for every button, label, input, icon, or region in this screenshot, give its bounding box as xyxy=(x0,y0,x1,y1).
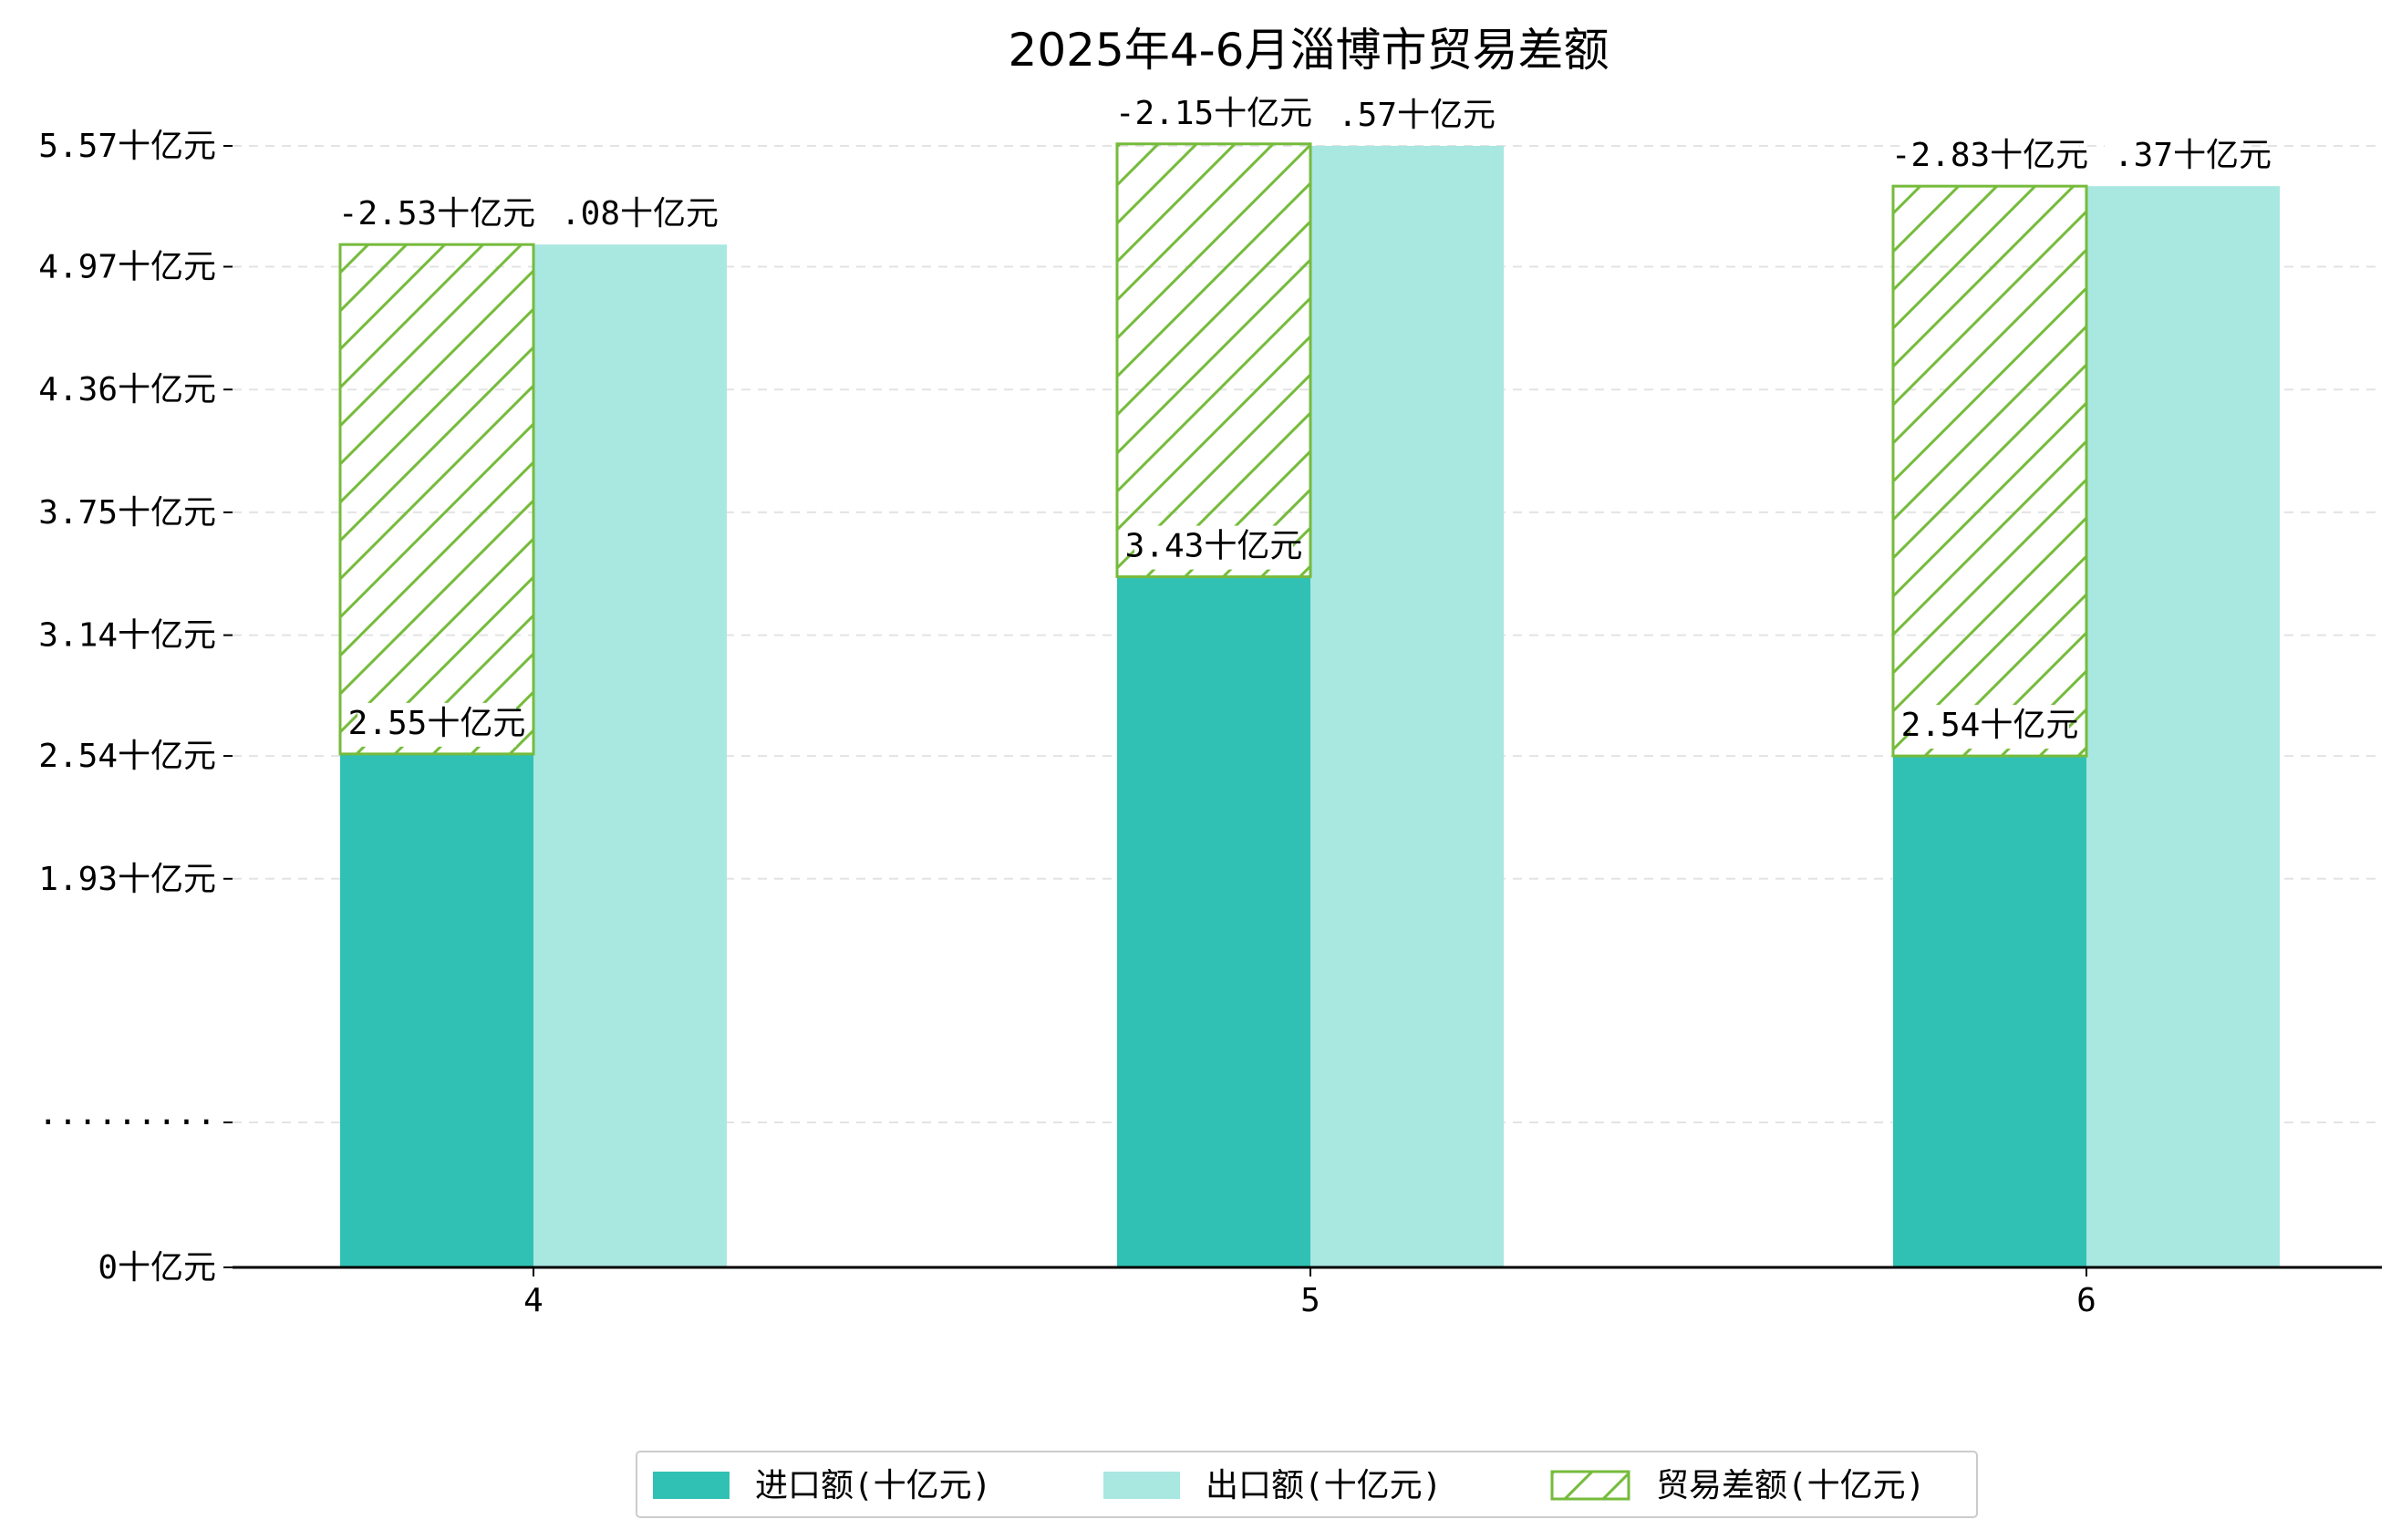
legend-swatch-export xyxy=(1103,1472,1180,1499)
label-balance-5-bg xyxy=(1124,92,1303,137)
label-import-5-text: 3.43十亿元 xyxy=(1125,528,1303,565)
bar-balance-5 xyxy=(1115,142,1312,579)
label-import-5-bg xyxy=(1134,525,1293,570)
label-export-5: .57十亿元 xyxy=(1329,95,1496,139)
legend-label-balance: 贸易差额(十亿元) xyxy=(1656,1467,1925,1504)
y-tick-label: 1.93十亿元 xyxy=(38,861,216,898)
chart-title: 2025年4-6月淄博市贸易差额 xyxy=(1009,24,1610,77)
y-tick-label: 3.75十亿元 xyxy=(38,494,216,532)
x-tick-label: 6 xyxy=(2076,1282,2096,1319)
bar-balance-6 xyxy=(1891,184,2088,758)
label-import-6-bg xyxy=(1910,705,2069,749)
label-export-4: .08十亿元 xyxy=(552,193,719,238)
legend-label-export: 出口额(十亿元) xyxy=(1206,1467,1442,1504)
bar-import-5 xyxy=(1117,576,1310,1267)
bar-export-6 xyxy=(2086,186,2280,1268)
legend-swatch-balance xyxy=(1550,1470,1630,1501)
label-import-6-text: 2.54十亿元 xyxy=(1901,707,2079,744)
bars xyxy=(338,142,2280,1268)
y-tick-label: ········· xyxy=(38,1104,216,1142)
legend: 进口额(十亿元) 出口额(十亿元) 贸易差额(十亿元) xyxy=(636,1451,1978,1518)
label-export-6: .37十亿元 xyxy=(2105,135,2272,180)
bar-import-4 xyxy=(340,753,533,1267)
label-balance-5: -2.15十亿元 xyxy=(1115,92,1312,137)
label-import-5: 3.43十亿元 xyxy=(1125,525,1303,570)
label-balance-4: -2.53十亿元 xyxy=(338,193,535,238)
label-import-6: 2.54十亿元 xyxy=(1901,705,2079,749)
label-import-4-bg xyxy=(357,702,516,747)
x-tick-label: 4 xyxy=(523,1282,543,1319)
y-tick-label: 5.57十亿元 xyxy=(38,128,216,165)
y-tick-label: 3.14十亿元 xyxy=(38,617,216,655)
y-tick-label: 2.54十亿元 xyxy=(38,738,216,775)
label-import-4: 2.55十亿元 xyxy=(348,702,526,747)
label-export-5-text: .57十亿元 xyxy=(1338,97,1496,134)
bar-import-6 xyxy=(1893,756,2086,1267)
x-tick-label: 5 xyxy=(1300,1282,1320,1319)
label-export-4-bg xyxy=(552,193,690,238)
label-export-5-bg xyxy=(1329,95,1467,139)
data-labels: 2.55十亿元 -2.53十亿元 .08十亿元 3.43十亿元 -2.15十亿元 .57十… xyxy=(338,92,2272,749)
axes: 0十亿元 ········· 1.93十亿元 2.54十亿元 3.14十亿元 3.75十亿… xyxy=(38,128,2382,1319)
label-export-6-text: .37十亿元 xyxy=(2114,137,2272,174)
label-balance-6-text: -2.83十亿元 xyxy=(1891,137,2088,174)
bar-export-5 xyxy=(1310,146,1504,1267)
y-tick-label: 4.36十亿元 xyxy=(38,371,216,408)
bar-balance-4 xyxy=(338,243,535,756)
y-tick-label: 0十亿元 xyxy=(98,1249,216,1287)
label-balance-4-text: -2.53十亿元 xyxy=(338,195,535,233)
label-export-6-bg xyxy=(2105,135,2243,180)
label-balance-4-bg xyxy=(347,193,526,238)
label-balance-5-text: -2.15十亿元 xyxy=(1115,95,1312,132)
legend-box xyxy=(636,1451,1978,1518)
y-tick-label: 4.97十亿元 xyxy=(38,248,216,285)
legend-label-import: 进口额(十亿元) xyxy=(755,1467,991,1504)
legend-swatch-import xyxy=(653,1472,730,1499)
bar-export-4 xyxy=(533,244,727,1267)
label-import-4-text: 2.55十亿元 xyxy=(348,705,526,742)
label-balance-6-bg xyxy=(1900,135,2079,180)
label-export-4-text: .08十亿元 xyxy=(561,195,719,233)
label-balance-6: -2.83十亿元 xyxy=(1891,135,2088,180)
